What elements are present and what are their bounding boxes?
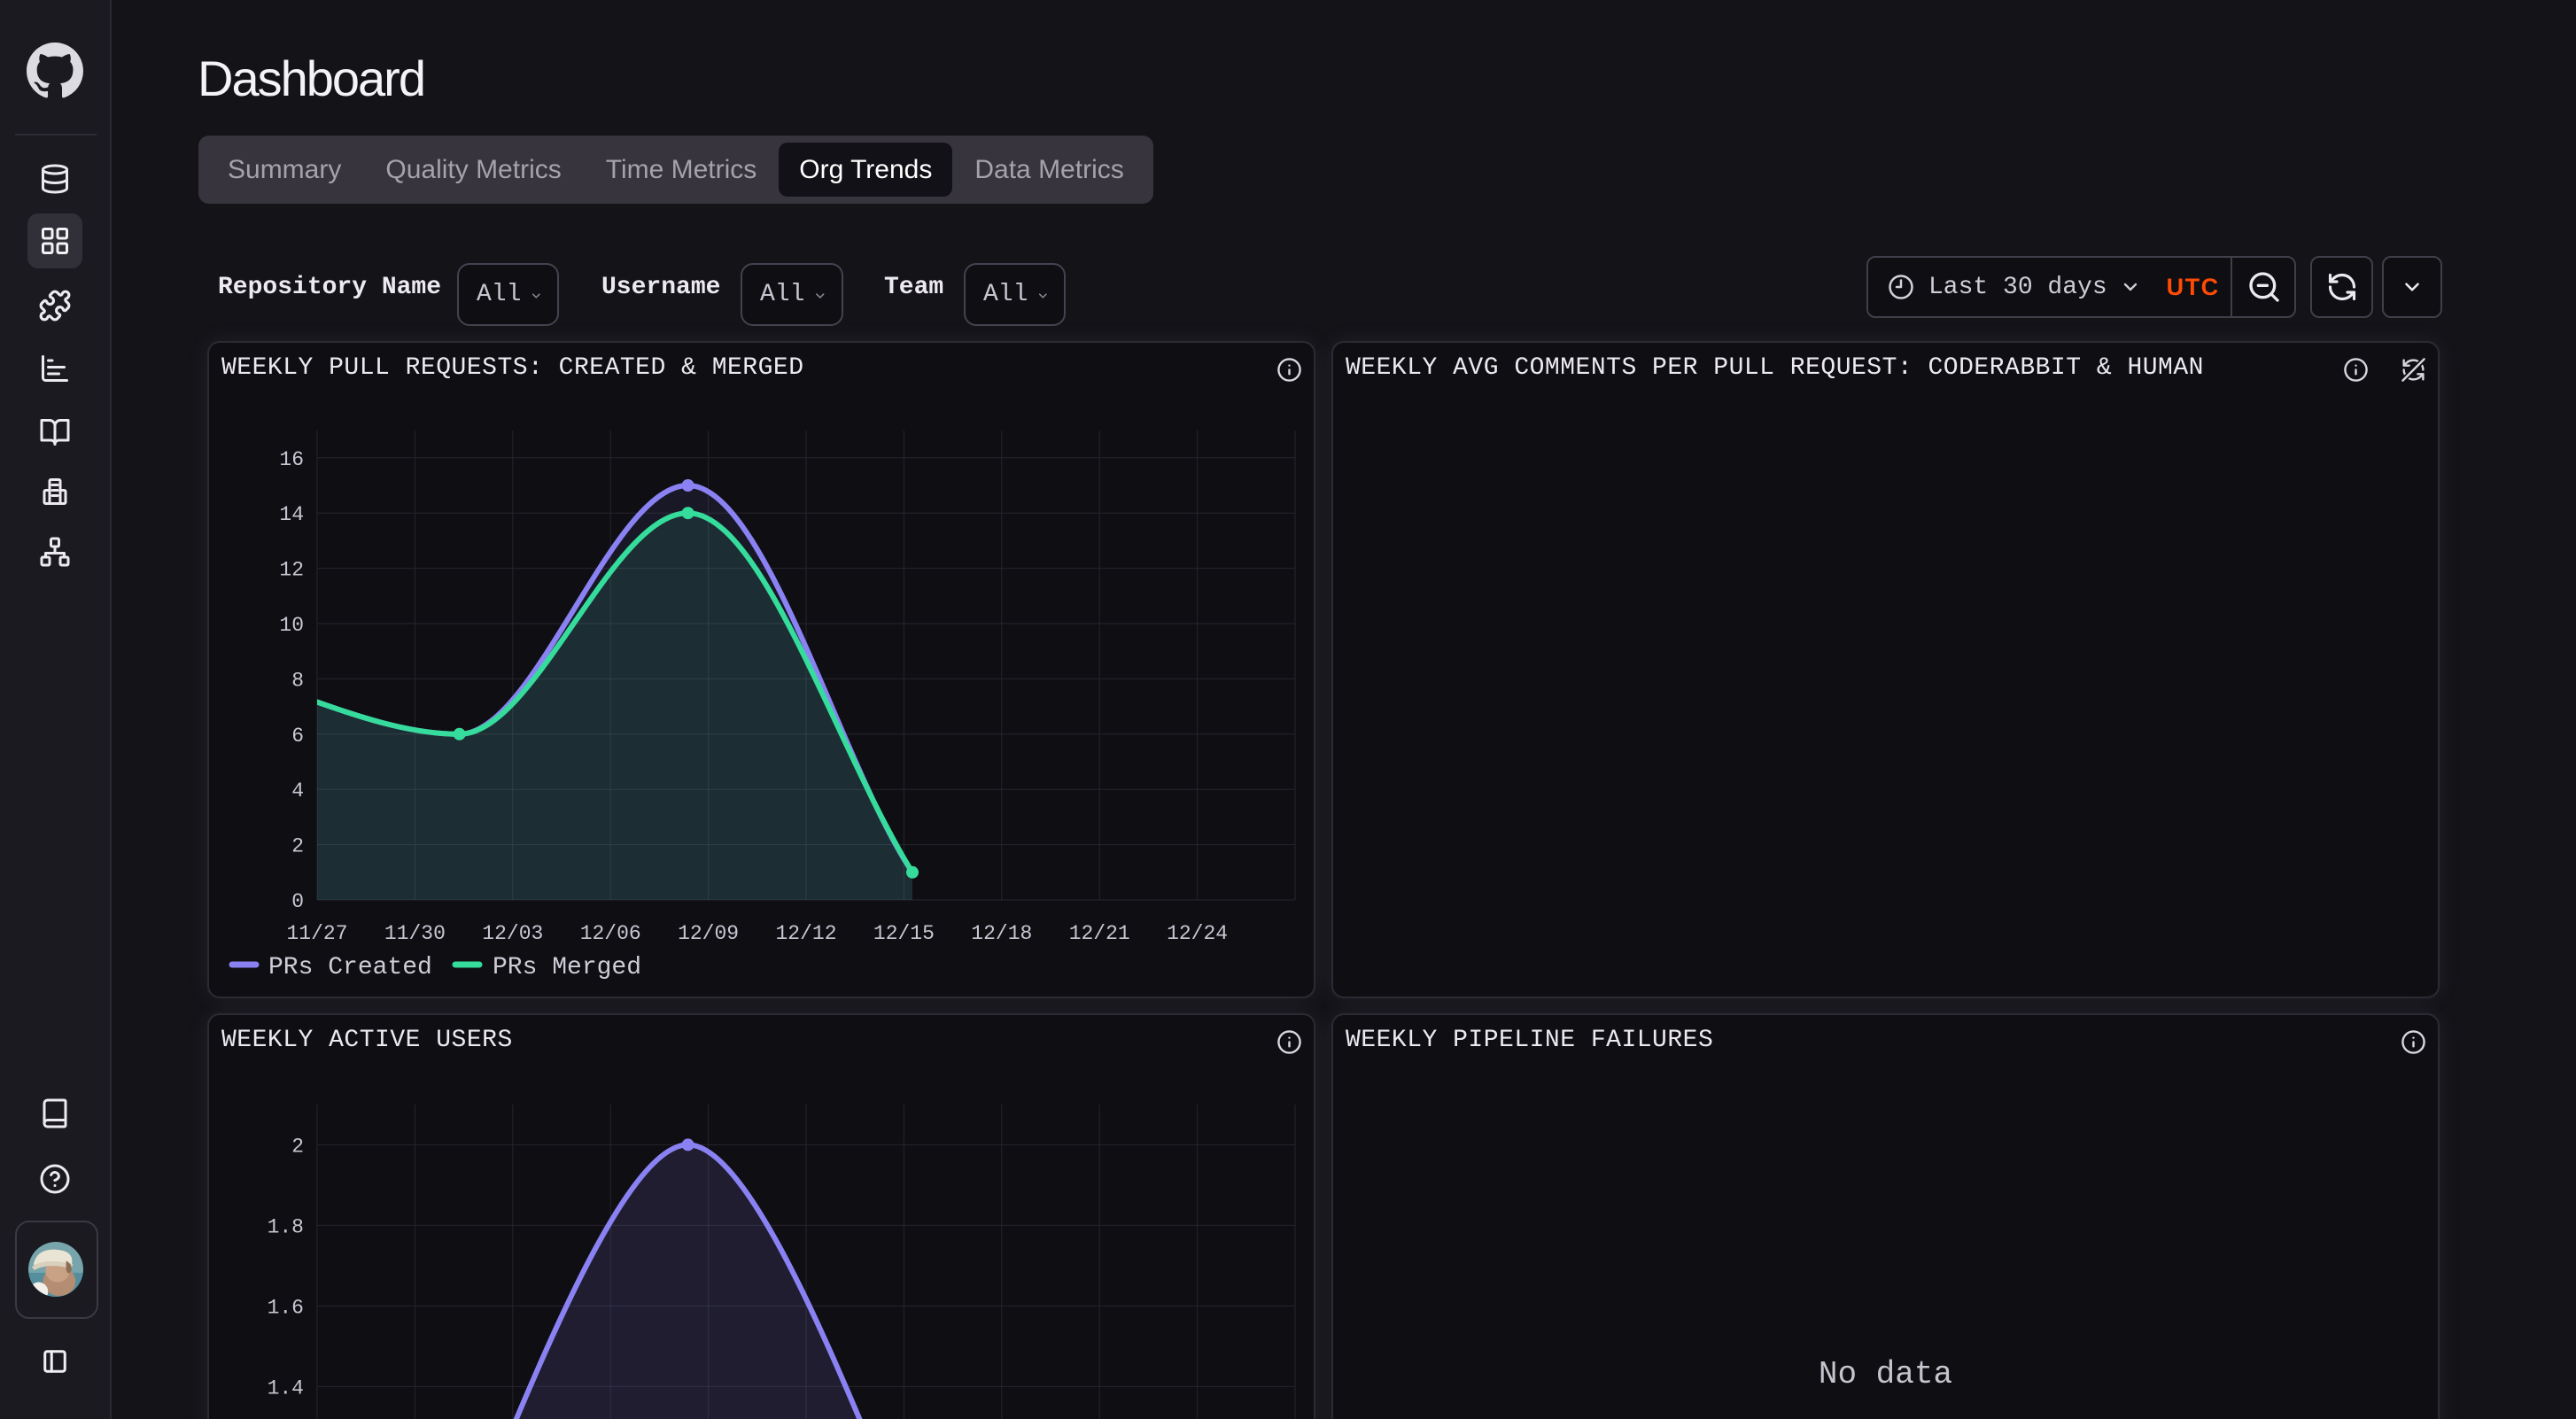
svg-text:12/03: 12/03 xyxy=(482,922,543,945)
svg-text:12/09: 12/09 xyxy=(678,922,739,945)
svg-text:PRs Created: PRs Created xyxy=(268,954,432,981)
svg-text:12/21: 12/21 xyxy=(1069,922,1130,945)
svg-text:12/12: 12/12 xyxy=(775,922,836,945)
svg-text:11/30: 11/30 xyxy=(384,922,446,945)
svg-text:12/06: 12/06 xyxy=(580,922,641,945)
svg-text:PRs Merged: PRs Merged xyxy=(493,954,641,981)
svg-text:6: 6 xyxy=(291,725,304,748)
svg-text:11/27: 11/27 xyxy=(286,922,347,945)
svg-text:12/15: 12/15 xyxy=(873,922,935,945)
svg-text:2: 2 xyxy=(291,835,304,858)
svg-text:0: 0 xyxy=(291,890,304,913)
svg-text:2: 2 xyxy=(291,1135,304,1158)
svg-text:10: 10 xyxy=(279,614,304,637)
svg-text:12/24: 12/24 xyxy=(1167,922,1228,945)
svg-text:1.6: 1.6 xyxy=(268,1296,304,1319)
svg-text:16: 16 xyxy=(279,448,304,471)
svg-text:1.8: 1.8 xyxy=(268,1215,304,1238)
svg-text:12/18: 12/18 xyxy=(971,922,1032,945)
svg-text:4: 4 xyxy=(291,779,304,803)
svg-text:12: 12 xyxy=(279,559,304,582)
svg-text:1.4: 1.4 xyxy=(268,1376,304,1400)
svg-text:8: 8 xyxy=(291,669,304,692)
svg-text:14: 14 xyxy=(279,503,304,526)
